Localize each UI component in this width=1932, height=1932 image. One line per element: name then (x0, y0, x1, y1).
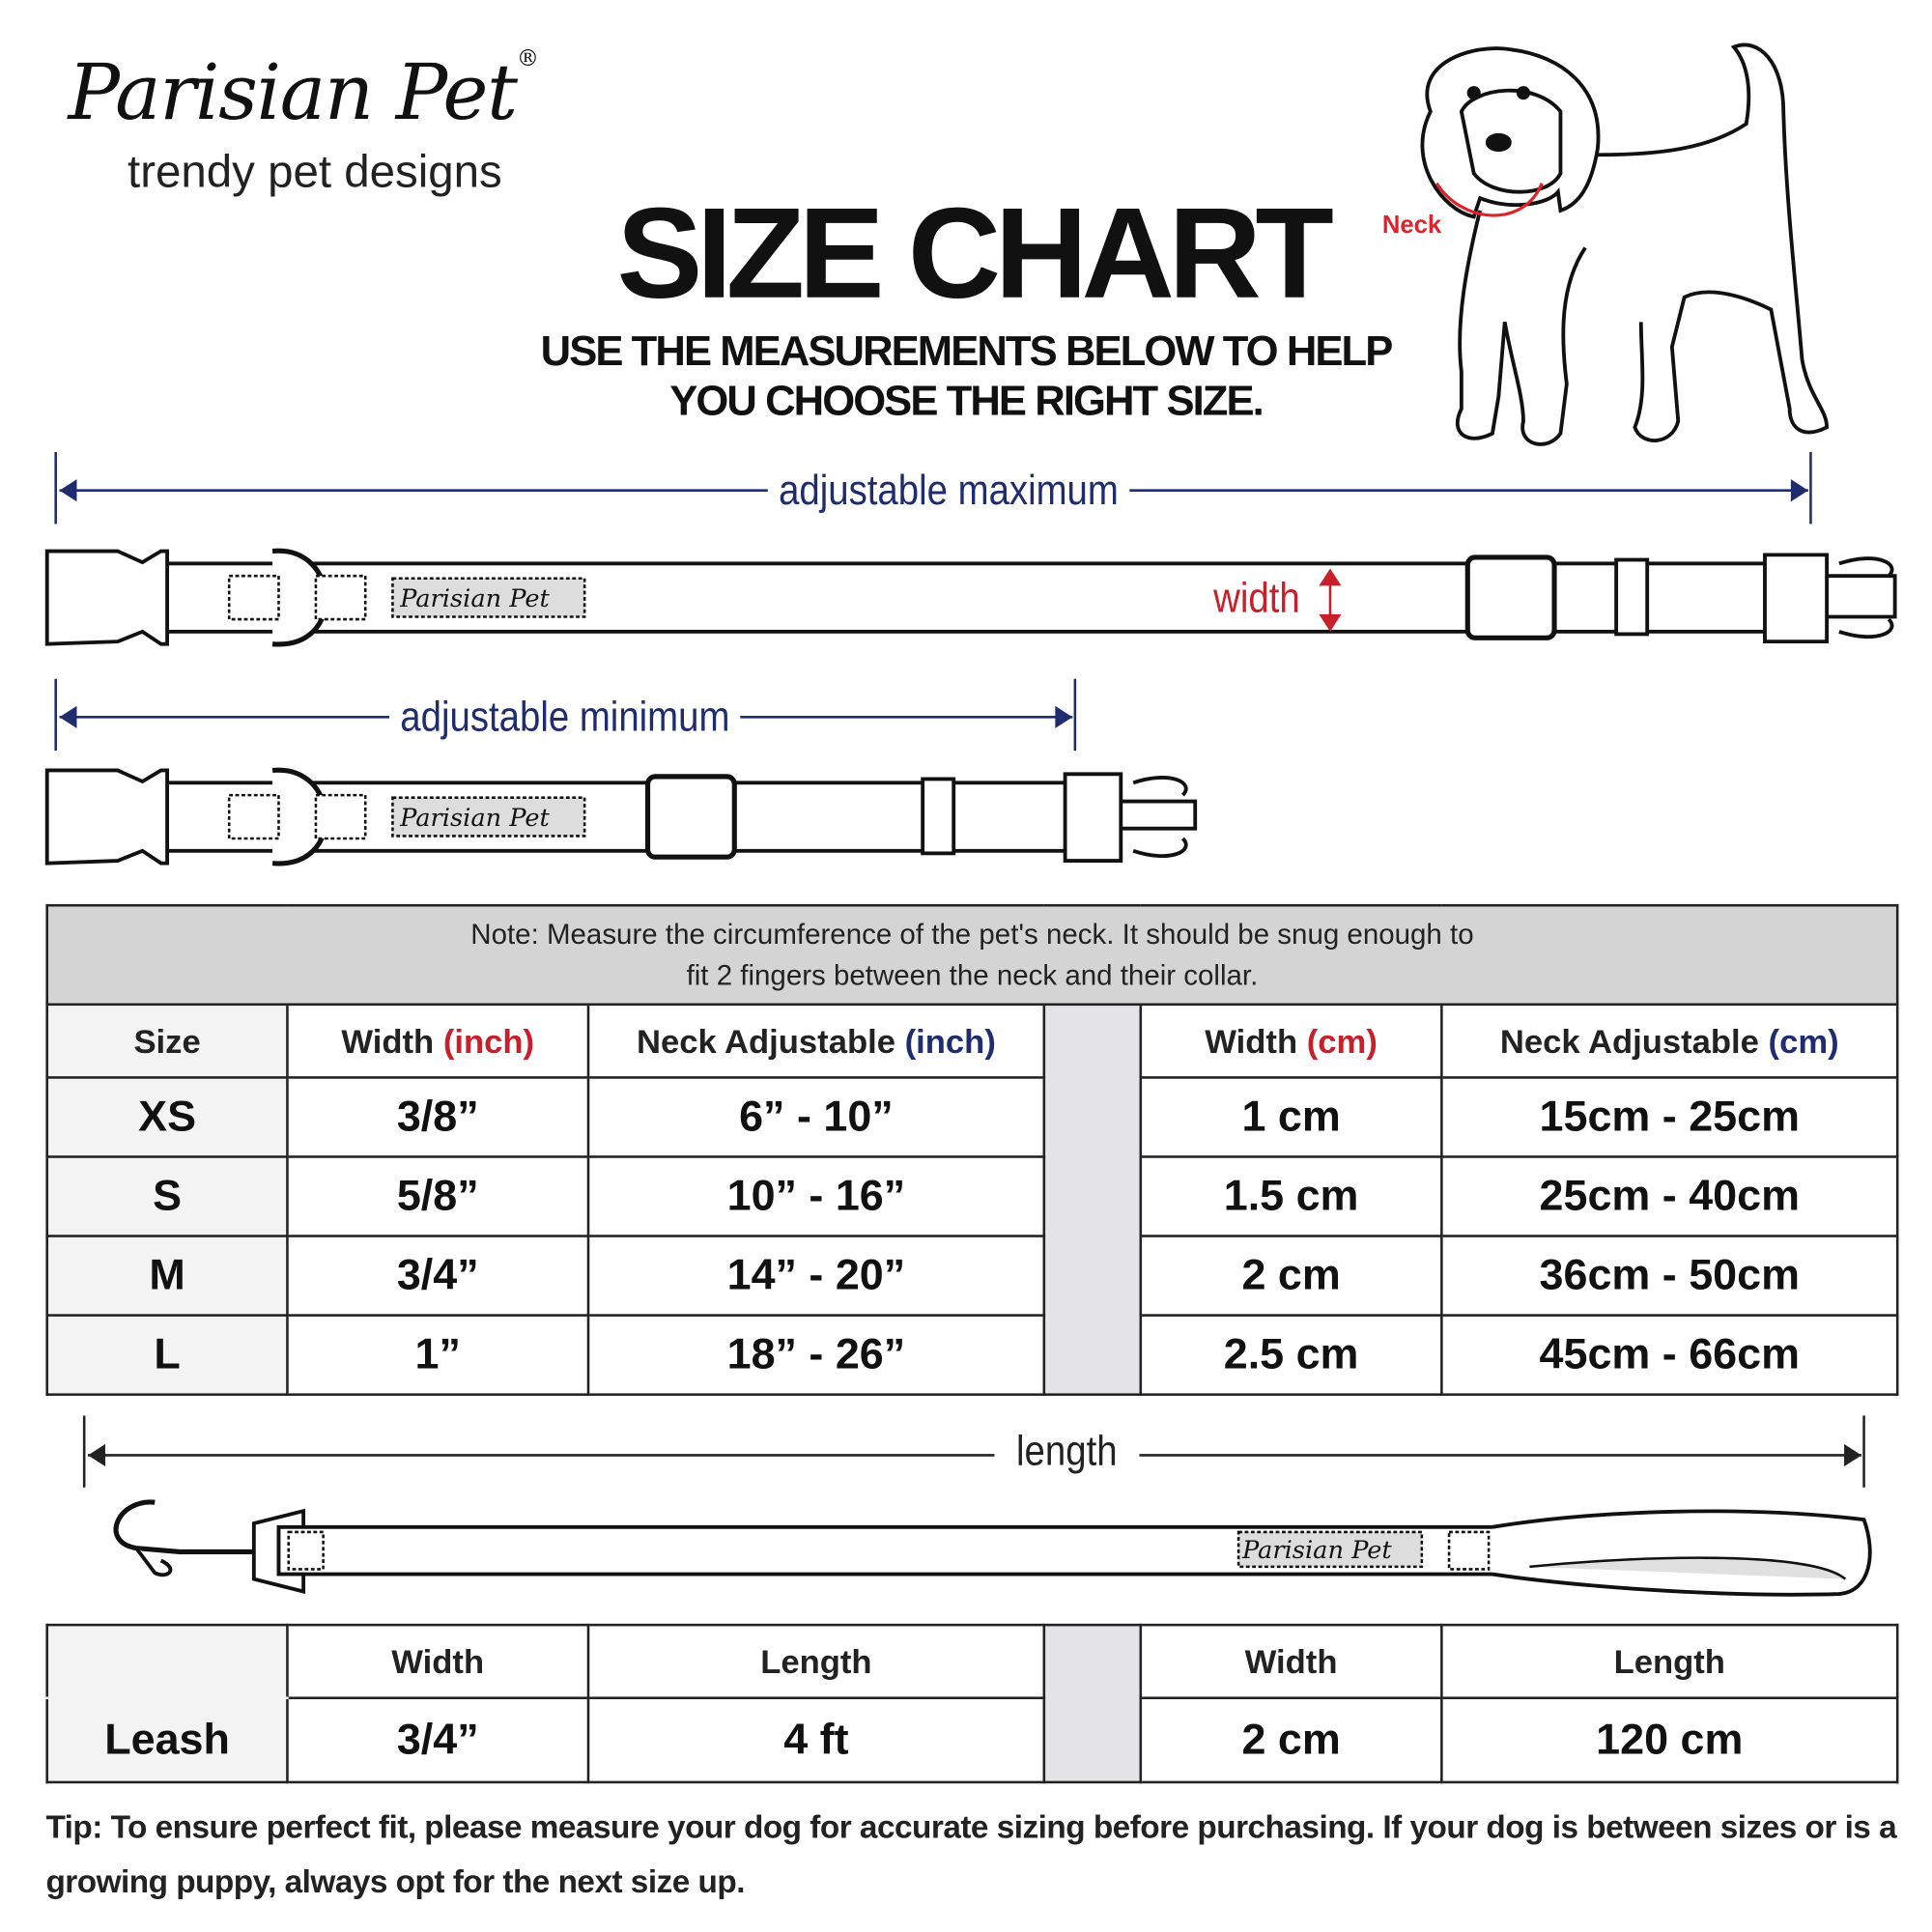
length-arrow-icon (82, 1415, 1865, 1488)
leash-logo: Parisian Pet (1241, 1534, 1392, 1565)
table-row: M 3/4” 14” - 20” 2 cm 36cm - 50cm (45, 1235, 1899, 1317)
neck-label: Neck (1381, 212, 1442, 240)
table-spacer (1042, 1623, 1143, 1784)
empty-header-cell (45, 1623, 289, 1700)
note-cell: Note: Measure the circumference of the p… (45, 903, 1899, 1007)
tip-text: Tip: To ensure perfect fit, please measu… (45, 1807, 1897, 1900)
collar-max-icon (44, 548, 1897, 647)
table-row: S 5/8” 10” - 16” 1.5 cm 25cm - 40cm (45, 1155, 1899, 1237)
brand-name: Parisian Pet (68, 46, 519, 138)
registered-mark: ® (516, 45, 539, 72)
subtitle: USE THE MEASUREMENTS BELOW TO HELP YOU C… (520, 327, 1411, 426)
note-line: fit 2 fingers between the neck and their… (686, 958, 1259, 991)
table-row: L 1” 18” - 26” 2.5 cm 45cm - 66cm (45, 1314, 1899, 1396)
leash-table: Width Length Width Length Leash 3/4” 4 f… (45, 1623, 1899, 1784)
collar-logo: Parisian Pet (400, 802, 550, 833)
header-width-inch: Width (286, 1623, 590, 1700)
brand-tagline: trendy pet designs (128, 146, 502, 197)
header-neck-inch: Neck Adjustable (inch) (586, 1003, 1046, 1079)
min-label: adjustable minimum (389, 692, 741, 742)
table-header-row: Width Length Width Length (45, 1623, 1899, 1784)
header-length-cm: Length (1440, 1623, 1899, 1700)
table-row: XS 3/8” 6” - 10” 1 cm 15cm - 25cm (45, 1076, 1899, 1158)
collar-min-icon (44, 767, 1198, 867)
header-neck-cm: Neck Adjustable (cm) (1440, 1003, 1899, 1079)
page-title: SIZE CHART (616, 182, 1333, 327)
header-width-inch: Width (inch) (286, 1003, 590, 1079)
brand-logo: Parisian Pet® (68, 46, 539, 138)
note-line: Note: Measure the circumference of the p… (470, 918, 1474, 951)
header-width-cm: Width (cm) (1139, 1003, 1443, 1079)
table-header-row: Size Width (inch) Neck Adjustable (inch)… (45, 1003, 1899, 1396)
width-arrow-icon (1319, 568, 1342, 632)
length-label: length (994, 1426, 1140, 1477)
dog-illustration-icon (1420, 43, 1830, 446)
collar-size-table: Note: Measure the circumference of the p… (45, 903, 1899, 1396)
table-spacer (1042, 1003, 1143, 1396)
max-label: adjustable maximum (767, 466, 1130, 516)
table-row: Leash 3/4” 4 ft 2 cm 120 cm (45, 1696, 1899, 1784)
leash-icon (113, 1499, 1872, 1597)
header-length-ft: Length (586, 1623, 1046, 1700)
header-size: Size (45, 1003, 289, 1079)
collar-logo: Parisian Pet (400, 582, 550, 613)
width-label: width (1213, 574, 1300, 622)
header-width-cm: Width (1139, 1623, 1443, 1700)
subtitle-line: USE THE MEASUREMENTS BELOW TO HELP (540, 327, 1394, 376)
subtitle-line: YOU CHOOSE THE RIGHT SIZE. (669, 378, 1264, 425)
